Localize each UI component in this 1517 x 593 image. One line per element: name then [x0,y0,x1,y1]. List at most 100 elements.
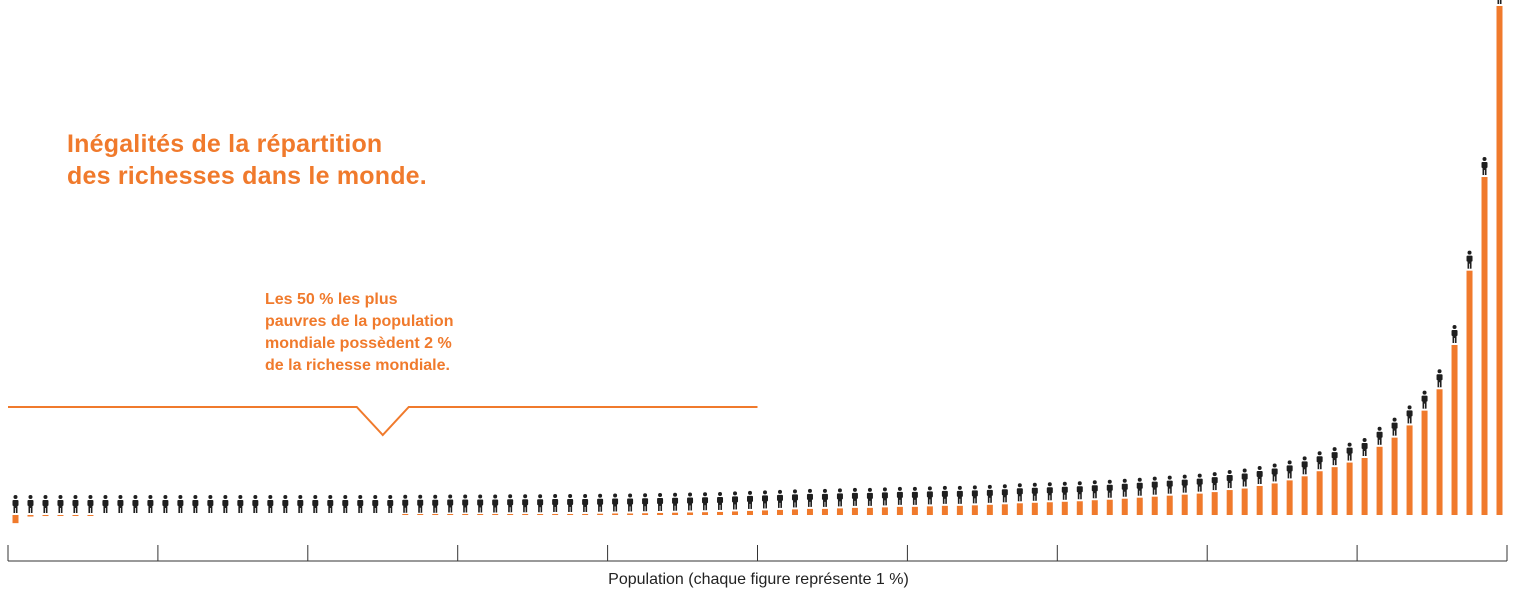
person-icon [702,492,709,511]
wealth-bar [941,505,948,515]
wealth-bar [1481,177,1488,515]
wealth-bar [87,515,94,516]
person-icon [1001,484,1008,503]
wealth-bar [1196,493,1203,515]
wealth-bar [687,512,694,515]
person-icon [492,494,499,513]
person-icon [941,485,948,504]
wealth-bar [672,512,679,515]
annotation-line-1: Les 50 % les plus [265,291,398,308]
person-icon [597,493,604,512]
person-icon [1121,478,1128,497]
chart-title: Inégalités de la répartition des richess… [67,128,427,192]
person-icon [132,495,139,513]
person-icon [162,495,169,513]
person-icon [866,487,873,506]
wealth-bar [1211,492,1218,516]
person-icon [1316,451,1323,470]
person-icon [1256,465,1263,484]
wealth-bar [1376,446,1383,515]
wealth-bar [911,506,918,515]
person-icon [102,495,109,513]
person-icon [971,485,978,504]
person-icon [387,495,394,513]
wealth-bar [1166,495,1173,515]
person-icon [552,493,559,512]
person-icon [447,494,454,513]
person-icon [956,485,963,504]
wealth-bar [582,513,589,515]
wealth-bar [27,515,34,517]
wealth-bar [1421,410,1428,515]
wealth-bar [1256,485,1263,515]
person-icon [12,495,19,513]
wealth-bar [896,506,903,515]
person-icon [806,488,813,507]
wealth-bar [57,515,64,516]
bottom-50-bracket [8,406,758,437]
wealth-bar [956,505,963,515]
person-icon [911,486,918,505]
person-icon [1196,473,1203,492]
wealth-bar [462,514,469,515]
person-icon [1286,460,1293,479]
wealth-bar [986,504,993,515]
person-icon [1241,468,1248,487]
wealth-bar [1016,503,1023,515]
person-icon [821,488,828,507]
person-icon [267,495,274,513]
wealth-bar [1496,6,1503,515]
person-icon [567,493,574,512]
wealth-bar [791,509,798,515]
person-icon [687,492,694,511]
wealth-bar [1136,497,1143,515]
person-icon [312,495,319,513]
person-icon [1106,479,1113,498]
annotation-line-3: mondiale possèdent 2 % [265,335,452,352]
person-icon [1301,456,1308,475]
person-figures-group [12,0,1502,513]
wealth-bar [597,513,604,515]
person-icon [1361,437,1368,456]
person-icon [1376,426,1383,445]
person-icon [612,493,619,512]
person-icon [342,495,349,513]
person-icon [672,492,679,511]
wealth-bar [507,514,514,515]
annotation-line-2: pauvres de la population [265,313,454,330]
wealth-bar [567,513,574,515]
wealth-bar [881,507,888,515]
person-icon [1076,481,1083,500]
wealth-bar [806,508,813,515]
person-icon [627,493,634,512]
wealth-bar [1106,499,1113,515]
person-icon [1271,463,1278,482]
wealth-bar [1361,457,1368,515]
person-icon [1481,157,1488,176]
person-icon [57,495,64,513]
wealth-bar [1346,462,1353,515]
person-icon [1181,474,1188,493]
person-icon [462,494,469,513]
wealth-bar [926,506,933,515]
bracket-annotation: Les 50 % les plus pauvres de la populati… [265,289,453,377]
wealth-bar [522,514,529,515]
person-icon [117,495,124,513]
wealth-bar [1121,498,1128,515]
person-icon [1406,405,1413,424]
wealth-bar [477,514,484,515]
person-icon [776,489,783,508]
wealth-bar [1031,502,1038,515]
wealth-bar [1076,501,1083,515]
person-icon [222,495,229,513]
person-icon [402,494,409,513]
person-icon [42,495,49,513]
wealth-bar [1451,344,1458,515]
person-icon [1211,472,1218,491]
wealth-bar [1226,490,1233,515]
wealth-bar [42,515,49,517]
person-icon [327,495,334,513]
wealth-bar [1271,483,1278,515]
wealth-bar [1331,467,1338,515]
wealth-bar [1406,425,1413,515]
